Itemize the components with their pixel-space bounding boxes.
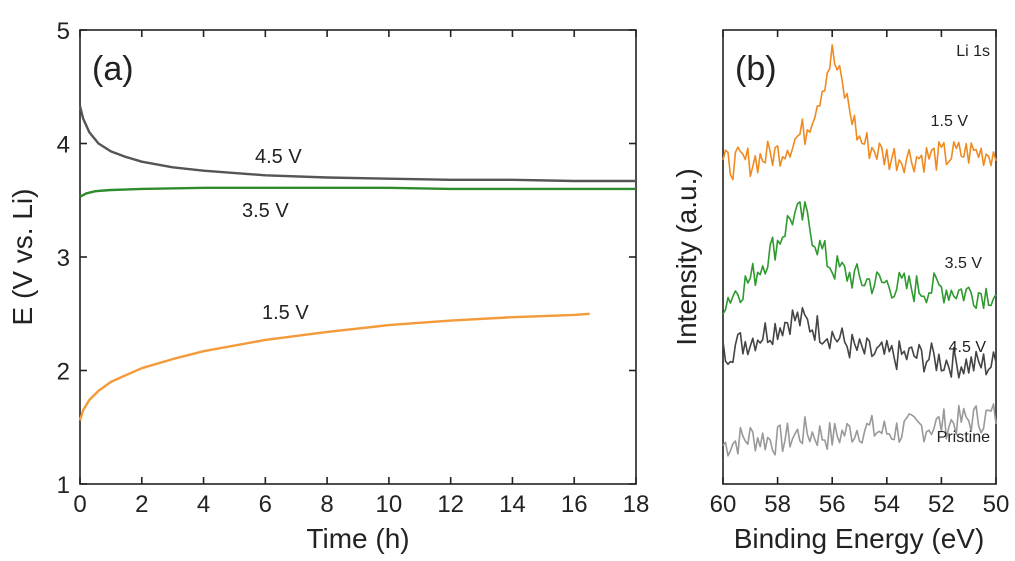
x-tick-label: 2 xyxy=(135,491,148,518)
x-tick-label: 18 xyxy=(623,491,650,518)
x-tick-label: 52 xyxy=(928,491,955,518)
panel-a-label: (a) xyxy=(92,50,134,88)
y-tick-label: 1 xyxy=(57,472,70,499)
panel-b-frame xyxy=(722,29,997,485)
panel-a-yticks: 1 2 3 4 5 xyxy=(57,18,636,499)
y-tick-label: 4 xyxy=(57,132,70,159)
spectrum-label-1-5v: 1.5 V xyxy=(931,113,969,130)
panel-b-xlabel: Binding Energy (eV) xyxy=(734,523,985,554)
series-line-1-5-v xyxy=(78,312,590,421)
panel-b-xticks: 60 58 56 54 52 50 xyxy=(710,30,1010,518)
series-line-4-5-v xyxy=(78,105,636,183)
x-tick-label: 14 xyxy=(499,491,526,518)
y-tick-label: 2 xyxy=(57,359,70,386)
x-tick-label: 60 xyxy=(710,491,737,518)
panel-b-ylabel: Intensity (a.u.) xyxy=(671,168,702,345)
x-tick-label: 4 xyxy=(197,491,210,518)
x-tick-label: 8 xyxy=(320,491,333,518)
panel-a-ylabel: E (V vs. Li) xyxy=(7,189,38,326)
x-tick-label: 12 xyxy=(437,491,464,518)
x-tick-label: 56 xyxy=(819,491,846,518)
panel-b-series xyxy=(722,44,997,457)
x-tick-label: 50 xyxy=(983,491,1010,518)
x-tick-label: 6 xyxy=(259,491,272,518)
spectrum-line-1-5-v xyxy=(722,44,997,181)
spectrum-label-pristine: Pristine xyxy=(937,429,990,446)
panel-a-xlabel: Time (h) xyxy=(306,523,409,554)
spectrum-line-3-5-v xyxy=(722,201,997,315)
series-label-4-5v: 4.5 V xyxy=(255,146,302,168)
panel-b-label: (b) xyxy=(735,50,777,88)
series-line-3-5-v xyxy=(79,186,636,198)
y-tick-label: 3 xyxy=(57,245,70,272)
panel-a-frame xyxy=(79,29,637,485)
spectrum-label-3-5v: 3.5 V xyxy=(945,255,983,272)
x-tick-label: 0 xyxy=(73,491,86,518)
x-tick-label: 54 xyxy=(873,491,900,518)
y-tick-label: 5 xyxy=(57,18,70,45)
spectrum-label-4-5v: 4.5 V xyxy=(949,339,987,356)
spectrum-line-4-5-v xyxy=(722,306,997,379)
series-label-1-5v: 1.5 V xyxy=(262,302,309,324)
x-tick-label: 58 xyxy=(764,491,791,518)
panel-a-series xyxy=(78,105,636,421)
x-tick-label: 16 xyxy=(561,491,588,518)
panel-b-annotation: Li 1s xyxy=(956,43,990,60)
series-label-3-5v: 3.5 V xyxy=(242,200,289,222)
x-tick-label: 10 xyxy=(376,491,403,518)
spectrum-line-pristine xyxy=(722,403,997,457)
panel-b: 60 58 56 54 52 50 (b) Li 1s Binding Energy (e… xyxy=(671,29,1010,554)
panel-a-xticks: 0 2 4 6 8 10 12 14 16 18 xyxy=(73,30,649,518)
